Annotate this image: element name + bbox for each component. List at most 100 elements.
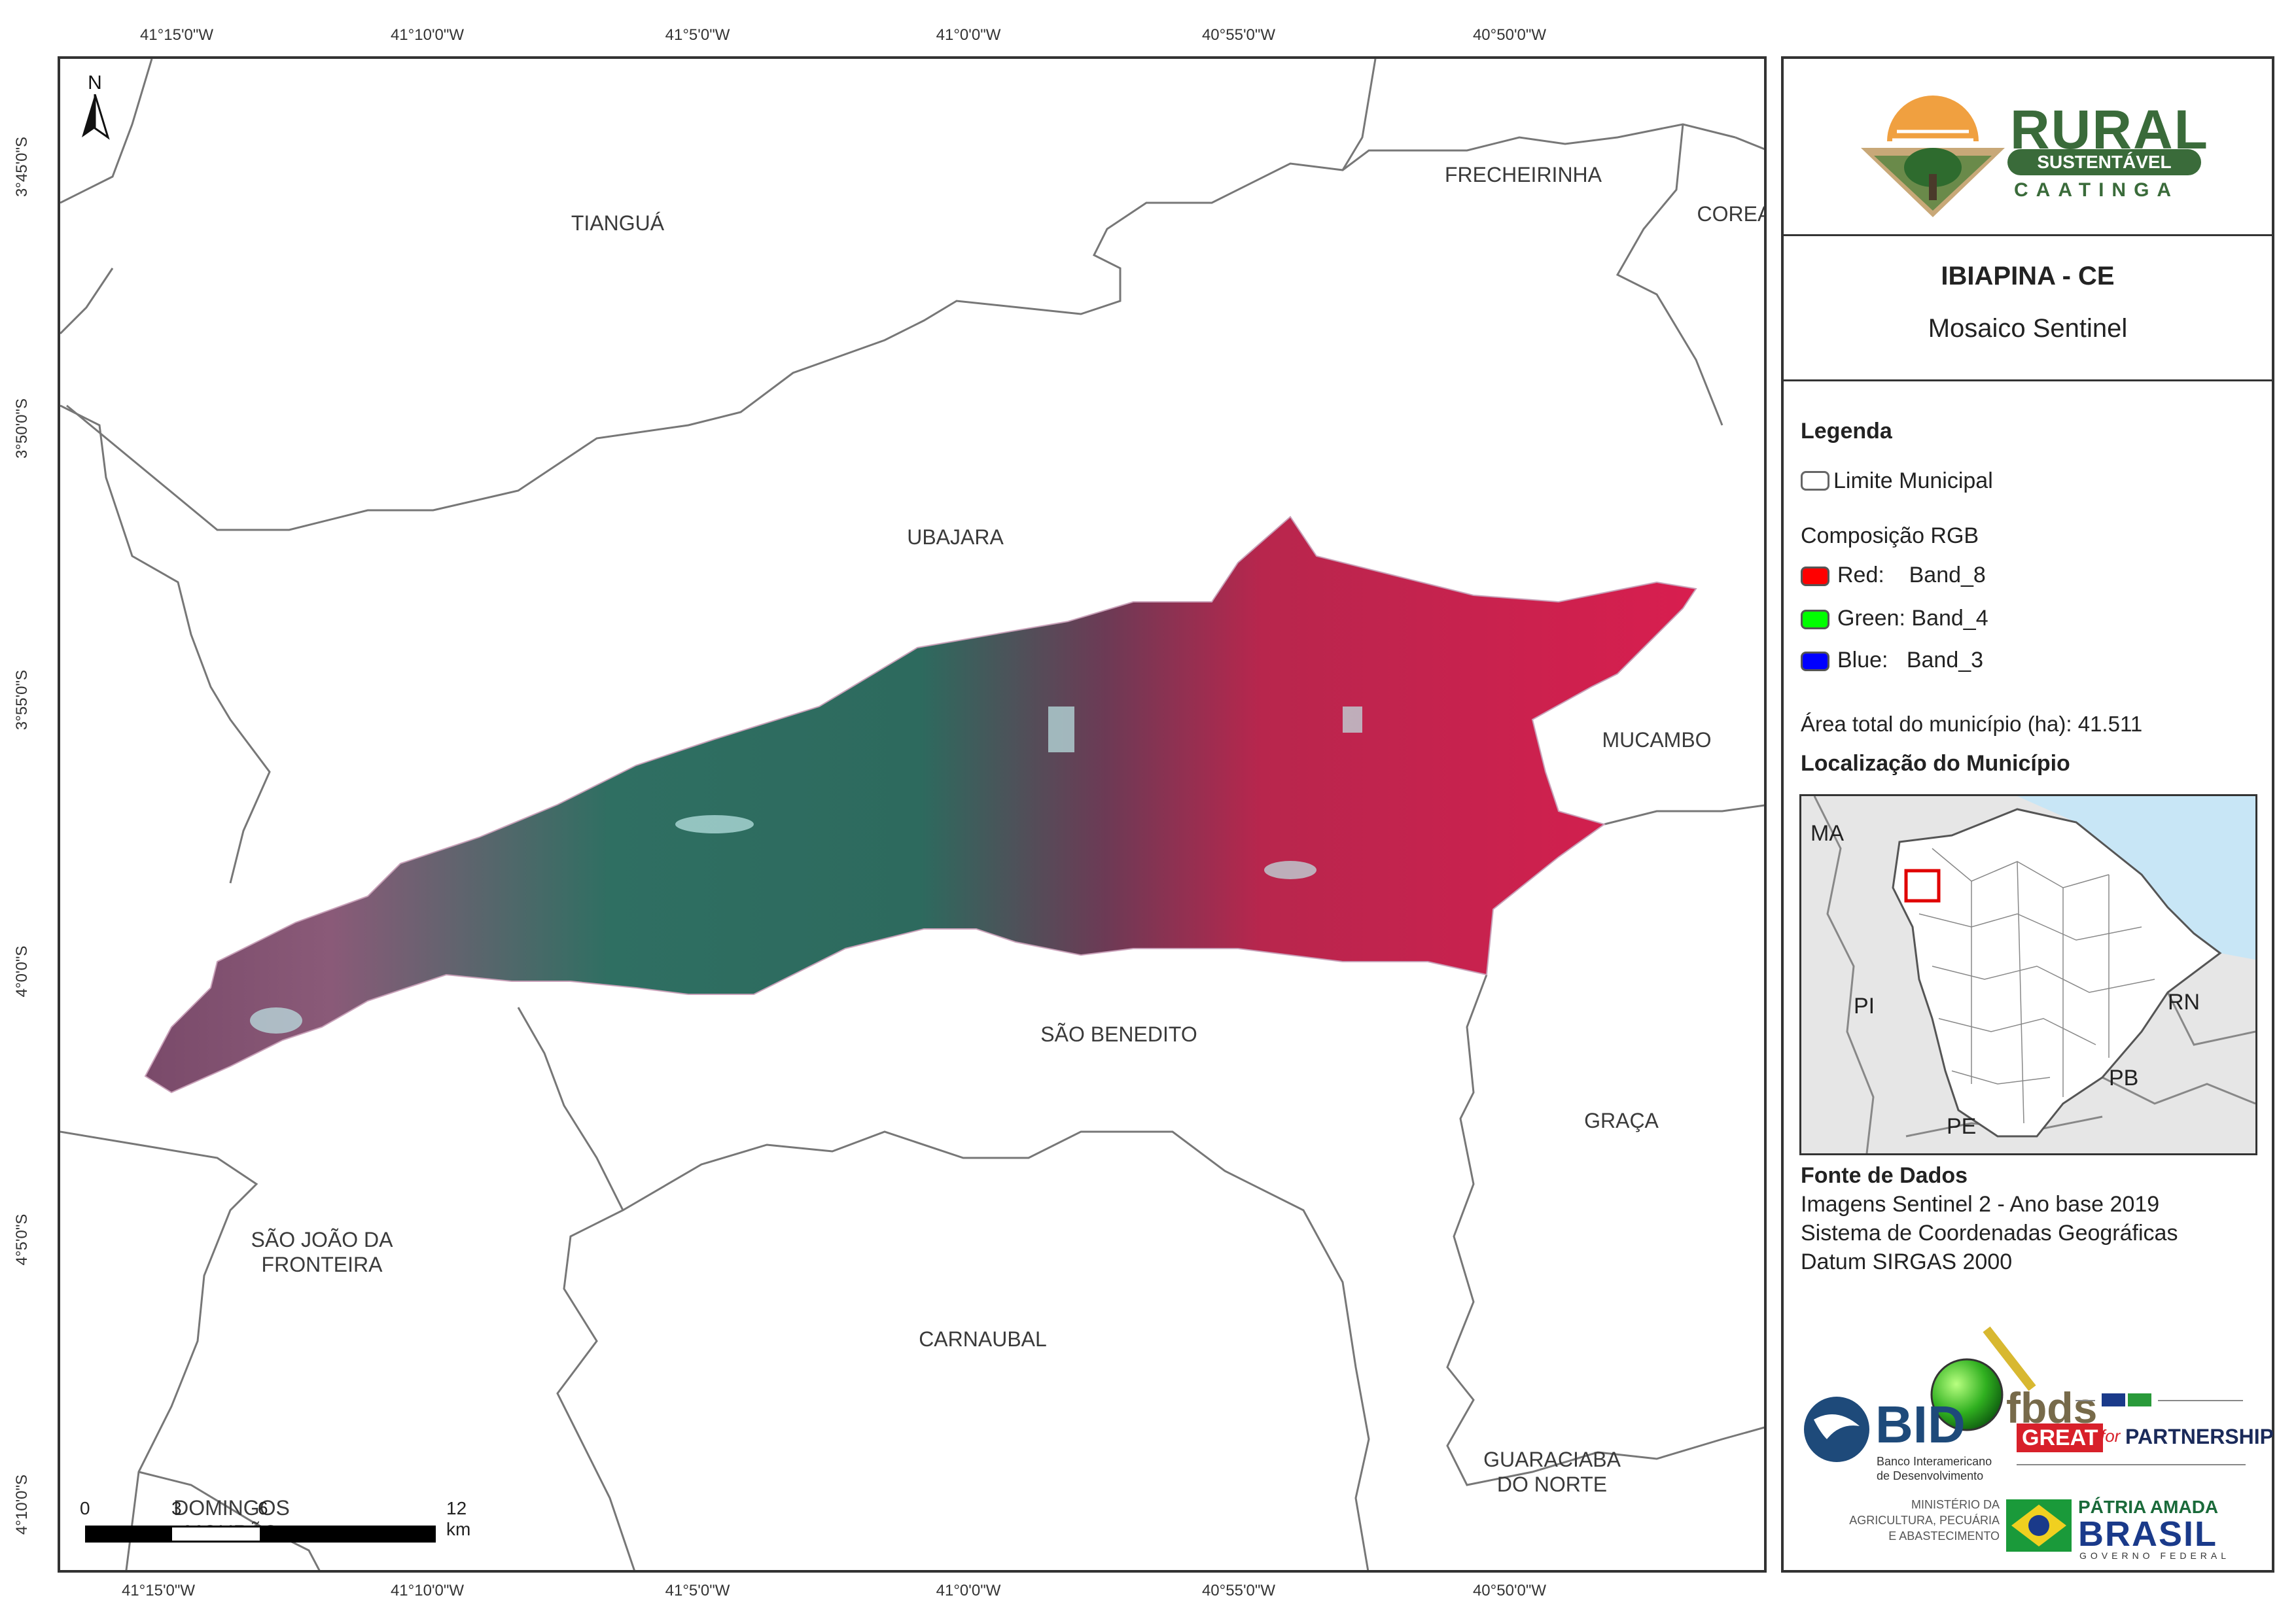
scale-label-0: 0 <box>80 1498 90 1518</box>
top-lon-tick: 41°0'0"W <box>936 26 1001 44</box>
label-frecheirinha: FRECHEIRINHA <box>1444 163 1602 186</box>
logo-caatinga-text: CAATINGA <box>2014 179 2180 201</box>
map-canvas <box>60 59 1764 1570</box>
info-panel: RURAL SUSTENTÁVEL CAATINGA IBIAPINA - CE… <box>1781 56 2274 1573</box>
north-label: N <box>88 72 102 94</box>
bottom-lon-tick: 40°55'0"W <box>1201 1582 1276 1599</box>
map-subtitle: Mosaico Sentinel <box>1928 314 2128 343</box>
scale-bar-segment <box>172 1527 260 1541</box>
top-lon-tick: 41°15'0"W <box>139 26 214 44</box>
top-lon-tick: 41°5'0"W <box>665 26 730 44</box>
mosaic-bright-patches <box>250 707 1362 1034</box>
label-graca: GRAÇA <box>1584 1109 1659 1132</box>
ibiapina-location-marker <box>1904 869 1941 903</box>
governo-federal-text: GOVERNO FEDERAL <box>2079 1550 2231 1561</box>
label-guaraciaba-line2: DO NORTE <box>1496 1473 1608 1496</box>
partnership-text: PARTNERSHIP <box>2125 1425 2274 1448</box>
legend-swatch-limit <box>1801 471 1829 491</box>
bid-subtitle-line2: de Desenvolvimento <box>1877 1469 1984 1482</box>
municipal-boundaries <box>60 59 1764 1570</box>
left-lat-tick: 3°45'0"S <box>13 136 31 198</box>
north-arrow: N <box>72 72 118 143</box>
left-lat-tick: 4°5'0"S <box>13 1213 31 1266</box>
ibiapina-sentinel-mosaic <box>144 515 1697 1094</box>
ministry-line2: AGRICULTURA, PECUÁRIA <box>1849 1514 2000 1527</box>
ministry-logo: MINISTÉRIO DA AGRICULTURA, PECUÁRIA E AB… <box>1810 1498 2000 1557</box>
bid-subtitle-line1: Banco Interamericano <box>1877 1455 1992 1468</box>
legend-green-label: Green: Band_4 <box>1837 606 1988 631</box>
location-inset-map: MA PI RN PB PE <box>1799 794 2257 1155</box>
left-lat-tick: 3°50'0"S <box>13 398 31 459</box>
bottom-lon-tick: 41°5'0"W <box>665 1582 730 1599</box>
patria-amada-text: PÁTRIA AMADA <box>2078 1497 2219 1517</box>
label-sao-joao-da-fronteira: SÃO JOÃO DA FRONTEIRA <box>251 1227 393 1277</box>
panel-divider <box>1784 379 2272 381</box>
legend-swatch-green <box>1801 610 1829 629</box>
label-sao-joao-line1: SÃO JOÃO DA <box>251 1228 393 1251</box>
rural-sustentavel-logo: RURAL SUSTENTÁVEL CAATINGA <box>1784 59 2272 236</box>
inset-label-ma: MA <box>1810 821 1844 846</box>
panel-divider <box>1784 234 2272 236</box>
flag-line-left <box>2075 1400 2095 1401</box>
ministry-line3: E ABASTECIMENTO <box>1888 1529 2000 1543</box>
left-lat-tick: 4°10'0"S <box>13 1474 31 1535</box>
label-guaraciaba-line1: GUARACIABA <box>1483 1448 1621 1471</box>
bid-logo-icon <box>1804 1397 1869 1462</box>
sources-line1: Imagens Sentinel 2 - Ano base 2019 <box>1801 1192 2160 1217</box>
legend-rgb-heading: Composição RGB <box>1801 523 1979 548</box>
sources-line3: Datum SIRGAS 2000 <box>1801 1249 2013 1274</box>
label-domingos-line1: DOMINGOS <box>173 1496 290 1520</box>
fbds-logo-icon <box>1930 1326 2036 1431</box>
bid-logo: BID Banco Interamericano de Desenvolvime… <box>1801 1393 2010 1492</box>
inset-label-pi: PI <box>1854 994 1875 1019</box>
ceara-state-shape <box>1892 808 2222 1138</box>
north-arrow-icon <box>82 94 110 140</box>
legend-heading: Legenda <box>1801 419 1892 444</box>
scale-bar-track <box>85 1526 436 1543</box>
bottom-lon-tick: 41°15'0"W <box>121 1582 196 1599</box>
scale-bar: 0 3 6 12 km <box>80 1498 472 1550</box>
scale-label-3: 3 <box>171 1498 182 1518</box>
left-lat-tick: 4°0'0"S <box>13 945 31 998</box>
ministry-line1: MINISTÉRIO DA <box>1911 1498 2000 1511</box>
brasil-text: BRASIL <box>2078 1514 2217 1554</box>
legend-blue-label: Blue: Band_3 <box>1837 648 1984 672</box>
legend-limit-label: Limite Municipal <box>1833 468 1993 493</box>
map-title: IBIAPINA - CE <box>1941 262 2115 290</box>
uk-flag-icon <box>2102 1393 2125 1406</box>
top-lon-tick: 41°10'0"W <box>390 26 465 44</box>
brazil-flag-icon <box>2128 1393 2151 1406</box>
map-frame: N TIANGUÁ FRECHEIRINHA COREAÚ UBAJARA MU… <box>58 56 1767 1573</box>
inset-map-canvas <box>1813 796 2255 1153</box>
inset-label-pb: PB <box>2109 1066 2139 1091</box>
sources-line2: Sistema de Coordenadas Geográficas <box>1801 1221 2178 1246</box>
bid-text: BID <box>1875 1395 1966 1454</box>
great-partnership-logo: GREAT for PARTNERSHIP <box>2017 1393 2274 1472</box>
label-sao-joao-line2: FRONTEIRA <box>261 1253 383 1276</box>
bottom-lon-tick: 41°0'0"W <box>936 1582 1001 1599</box>
legend-swatch-red <box>1801 567 1829 586</box>
inset-label-pe: PE <box>1947 1114 1977 1139</box>
label-carnaubal: CARNAUBAL <box>919 1327 1047 1351</box>
label-sao-benedito: SÃO BENEDITO <box>1040 1022 1197 1046</box>
logo-sustentavel-text: SUSTENTÁVEL <box>2007 149 2201 175</box>
top-lon-tick: 40°55'0"W <box>1201 26 1276 44</box>
top-lon-tick: 40°50'0"W <box>1472 26 1547 44</box>
legend-red-label: Red: Band_8 <box>1837 563 1986 587</box>
label-guaraciaba-do-norte: GUARACIABA DO NORTE <box>1483 1447 1621 1497</box>
great-for-text: for <box>2100 1426 2121 1446</box>
label-mucambo: MUCAMBO <box>1602 728 1712 752</box>
bottom-lon-tick: 41°10'0"W <box>390 1582 465 1599</box>
left-lat-tick: 3°55'0"S <box>13 669 31 731</box>
brasil-governo-logo: PÁTRIA AMADA BRASIL GOVERNO FEDERAL <box>2006 1495 2255 1561</box>
great-text: GREAT <box>2017 1423 2104 1452</box>
label-ubajara: UBAJARA <box>907 525 1004 549</box>
rural-logo-icon <box>1861 96 2005 217</box>
scale-label-6: 6 <box>258 1498 268 1518</box>
partnership-underline <box>2017 1464 2246 1465</box>
area-total: Área total do município (ha): 41.511 <box>1801 712 2143 736</box>
bottom-lon-tick: 40°50'0"W <box>1472 1582 1547 1599</box>
brasil-flag-icon <box>2006 1499 2072 1552</box>
flag-line-right <box>2158 1400 2243 1401</box>
location-heading: Localização do Município <box>1801 751 2070 776</box>
